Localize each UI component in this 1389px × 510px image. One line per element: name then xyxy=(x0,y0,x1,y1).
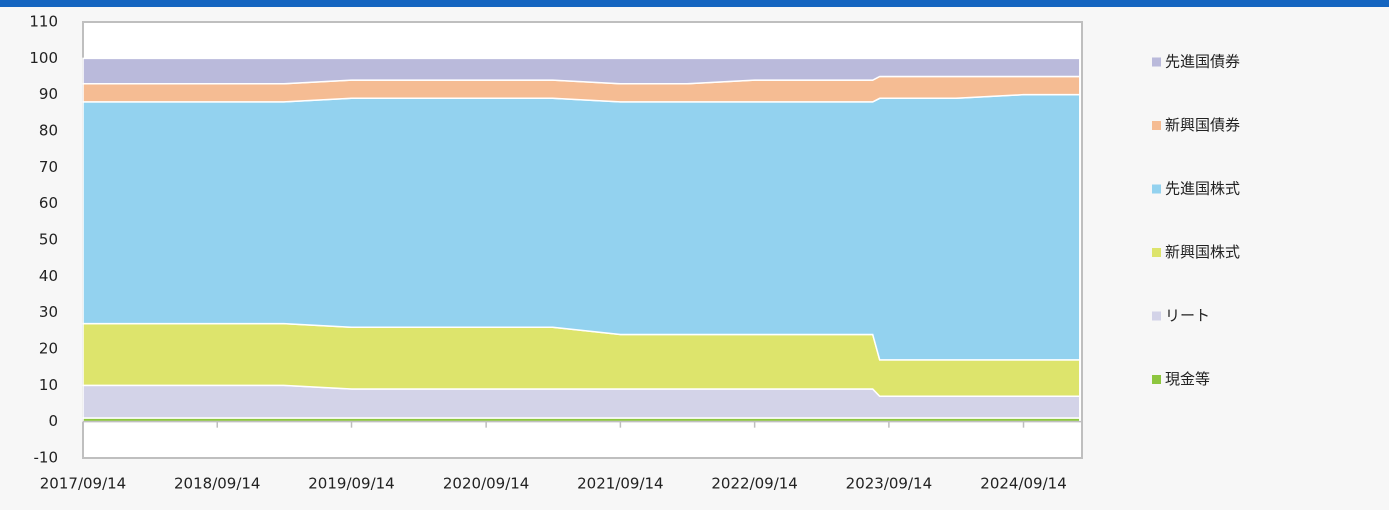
x-tick-label: 2020/09/14 xyxy=(443,475,529,493)
y-tick-label: 10 xyxy=(39,376,58,394)
y-tick-label: 60 xyxy=(39,194,58,212)
legend-label: 新興国債券 xyxy=(1165,116,1240,134)
area xyxy=(82,93,1081,361)
top-bar xyxy=(0,0,1389,7)
x-tick-label: 2017/09/14 xyxy=(40,475,126,493)
x-tick-label: 2021/09/14 xyxy=(577,475,663,493)
x-tick-label: 2023/09/14 xyxy=(846,475,932,493)
y-tick-label: 30 xyxy=(39,303,58,321)
area xyxy=(82,57,1081,85)
x-tick-label: 2018/09/14 xyxy=(174,475,260,493)
legend-label: 先進国株式 xyxy=(1165,180,1240,198)
legend-swatch xyxy=(1152,375,1161,384)
y-tick-label: 80 xyxy=(39,122,58,140)
y-tick-label: 70 xyxy=(39,158,58,176)
y-tick-label: 40 xyxy=(39,267,58,285)
y-tick-label: 50 xyxy=(39,231,58,249)
legend-swatch xyxy=(1152,184,1161,194)
legend-label: リート xyxy=(1165,307,1210,325)
legend-swatch xyxy=(1152,248,1161,257)
y-tick-label: 0 xyxy=(48,412,58,430)
y-tick-label: 110 xyxy=(29,13,58,31)
legend-label: 新興国株式 xyxy=(1165,243,1240,261)
legend-label: 先進国債券 xyxy=(1165,53,1240,71)
x-tick-label: 2024/09/14 xyxy=(980,475,1066,493)
x-tick-label: 2019/09/14 xyxy=(308,475,394,493)
y-tick-label: 20 xyxy=(39,340,58,358)
x-tick-label: 2022/09/14 xyxy=(711,475,797,493)
y-tick-label: -10 xyxy=(34,449,59,467)
legend-swatch xyxy=(1152,57,1161,67)
y-tick-label: 90 xyxy=(39,85,58,103)
legend-label: 現金等 xyxy=(1165,370,1210,388)
legend-swatch xyxy=(1152,121,1161,130)
y-tick-label: 100 xyxy=(29,49,58,67)
legend-swatch xyxy=(1152,311,1161,321)
